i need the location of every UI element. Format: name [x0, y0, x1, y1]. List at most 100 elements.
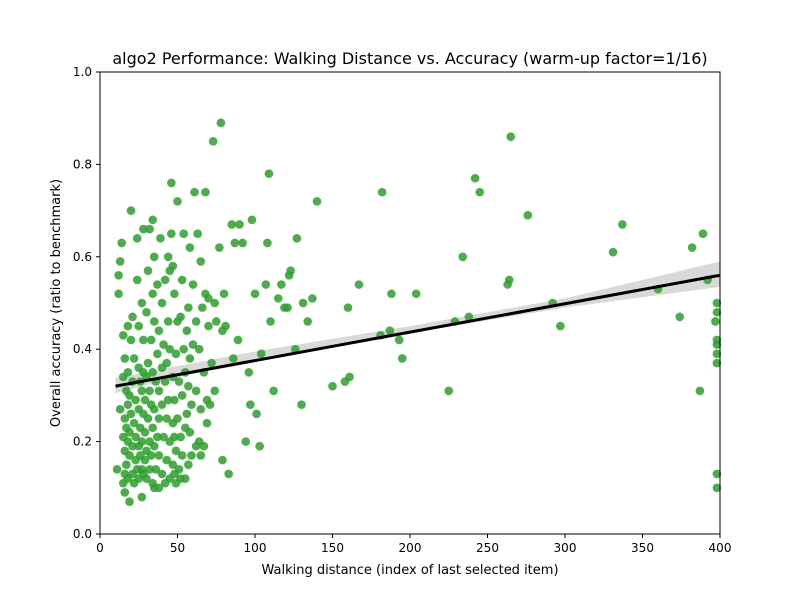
x-tick-label: 50	[170, 541, 185, 555]
confidence-band-layer	[115, 261, 720, 394]
data-point	[129, 354, 139, 363]
data-point	[246, 400, 255, 409]
data-point	[387, 289, 396, 299]
data-point	[177, 451, 187, 460]
data-point	[140, 428, 150, 437]
data-point	[114, 270, 123, 280]
data-point	[187, 451, 196, 460]
data-point	[712, 358, 722, 368]
data-point	[208, 137, 218, 146]
data-point	[184, 303, 193, 312]
data-point	[207, 358, 216, 368]
data-point	[123, 321, 133, 331]
data-point	[256, 349, 266, 359]
data-point	[173, 197, 182, 206]
data-point	[153, 432, 162, 442]
data-point	[176, 312, 185, 322]
data-point	[160, 377, 170, 386]
data-point	[120, 488, 130, 497]
data-point	[712, 307, 722, 317]
x-tick-label: 400	[709, 541, 732, 555]
data-point	[283, 303, 292, 312]
data-point	[191, 317, 201, 326]
data-point	[523, 210, 533, 220]
data-point	[171, 349, 181, 359]
data-point	[123, 400, 133, 409]
y-tick-label: 0.8	[73, 157, 92, 171]
data-point	[131, 395, 140, 405]
data-point	[328, 381, 337, 391]
data-point	[179, 229, 188, 238]
data-point	[210, 386, 219, 396]
data-point	[250, 289, 260, 299]
data-point	[157, 400, 167, 409]
data-point	[163, 317, 173, 326]
data-point	[470, 173, 480, 183]
data-point	[675, 312, 684, 322]
data-point	[159, 340, 168, 349]
data-point	[190, 187, 199, 197]
data-point	[148, 215, 157, 225]
data-point	[698, 229, 708, 238]
data-point	[125, 497, 134, 506]
data-point	[143, 414, 153, 423]
data-point	[154, 414, 164, 423]
data-point	[154, 483, 164, 493]
y-axis-label: Overall accuracy (ratio to benchmark)	[49, 179, 64, 427]
data-point	[235, 220, 244, 229]
data-point	[184, 381, 193, 391]
data-point	[211, 317, 221, 326]
data-point	[168, 460, 178, 470]
data-point	[377, 187, 387, 197]
y-tick-label: 0.6	[73, 250, 92, 264]
y-tick-label: 0.4	[73, 342, 92, 356]
data-point	[170, 395, 179, 405]
data-point	[194, 344, 204, 354]
data-point	[132, 234, 142, 243]
data-point	[134, 321, 144, 331]
data-point	[170, 289, 179, 299]
data-point	[174, 465, 184, 474]
data-point	[230, 238, 240, 248]
regression-layer	[115, 273, 721, 388]
data-point	[312, 197, 322, 206]
data-point	[143, 266, 153, 275]
data-point	[354, 280, 364, 289]
data-point	[137, 298, 147, 308]
data-point	[129, 418, 139, 428]
data-point	[269, 386, 278, 396]
data-point	[199, 441, 209, 451]
data-point	[171, 446, 181, 456]
data-point	[140, 455, 150, 465]
data-point	[205, 400, 215, 409]
x-tick-label: 100	[244, 541, 267, 555]
data-point	[286, 266, 295, 275]
data-point	[188, 340, 198, 349]
data-point	[343, 303, 353, 312]
data-point	[153, 349, 162, 359]
data-point	[160, 275, 170, 285]
data-point	[112, 465, 122, 474]
data-point	[687, 243, 697, 252]
data-point	[185, 428, 195, 437]
data-point	[202, 418, 212, 428]
data-point	[163, 395, 173, 405]
data-point	[712, 483, 722, 493]
data-point	[168, 261, 178, 271]
data-point	[140, 395, 150, 405]
data-point	[712, 335, 722, 345]
data-point	[165, 344, 175, 354]
data-point	[252, 409, 261, 419]
data-point	[218, 455, 227, 465]
data-point	[184, 460, 193, 470]
x-tick-label: 150	[321, 541, 344, 555]
data-point	[163, 252, 173, 262]
data-point	[137, 437, 147, 446]
data-point	[167, 229, 176, 238]
y-axis-ticks: 0.0 0.2 0.4 0.6 0.8 1.0	[73, 65, 100, 541]
data-point	[215, 243, 224, 252]
data-point	[444, 386, 454, 396]
data-point	[345, 372, 354, 382]
data-point	[115, 257, 125, 266]
